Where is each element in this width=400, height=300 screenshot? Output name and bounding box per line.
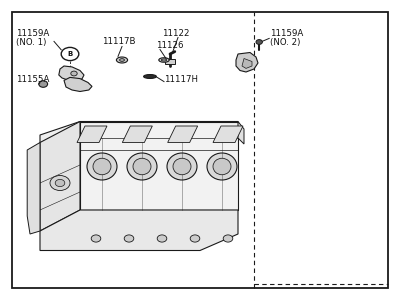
Polygon shape: [80, 122, 238, 210]
Circle shape: [39, 81, 48, 87]
Circle shape: [71, 71, 77, 76]
Ellipse shape: [120, 59, 124, 61]
Text: 11159A: 11159A: [270, 28, 303, 38]
Polygon shape: [236, 52, 258, 72]
Circle shape: [61, 47, 79, 61]
Ellipse shape: [159, 58, 169, 62]
Ellipse shape: [133, 158, 151, 175]
Ellipse shape: [127, 153, 157, 180]
Circle shape: [55, 179, 65, 187]
Polygon shape: [40, 122, 240, 142]
Text: 11155A: 11155A: [16, 75, 49, 84]
Polygon shape: [238, 122, 244, 144]
Polygon shape: [213, 126, 243, 142]
Text: 11117H: 11117H: [164, 75, 198, 84]
Polygon shape: [242, 58, 252, 68]
Circle shape: [50, 176, 70, 190]
Polygon shape: [122, 126, 152, 142]
Text: 11117B: 11117B: [102, 38, 136, 46]
Circle shape: [157, 235, 167, 242]
Polygon shape: [40, 122, 80, 231]
Text: 11159A: 11159A: [16, 28, 49, 38]
Polygon shape: [77, 126, 107, 142]
Ellipse shape: [207, 153, 237, 180]
Ellipse shape: [144, 74, 156, 78]
Polygon shape: [59, 66, 84, 81]
Text: 11122: 11122: [162, 28, 190, 38]
Text: (NO. 1): (NO. 1): [16, 38, 46, 46]
Bar: [165, 59, 175, 64]
Text: B: B: [67, 51, 73, 57]
Ellipse shape: [173, 158, 191, 175]
Ellipse shape: [116, 57, 128, 63]
Polygon shape: [40, 210, 238, 250]
Circle shape: [190, 235, 200, 242]
Ellipse shape: [213, 158, 231, 175]
Polygon shape: [27, 142, 40, 234]
Circle shape: [223, 235, 233, 242]
Text: (NO. 2): (NO. 2): [270, 38, 300, 46]
Polygon shape: [64, 77, 92, 92]
Circle shape: [256, 40, 262, 44]
Ellipse shape: [167, 153, 197, 180]
Ellipse shape: [87, 153, 117, 180]
Polygon shape: [168, 126, 198, 142]
Circle shape: [91, 235, 101, 242]
Ellipse shape: [162, 59, 166, 61]
Circle shape: [124, 235, 134, 242]
Text: 11126: 11126: [156, 40, 184, 50]
Ellipse shape: [93, 158, 111, 175]
